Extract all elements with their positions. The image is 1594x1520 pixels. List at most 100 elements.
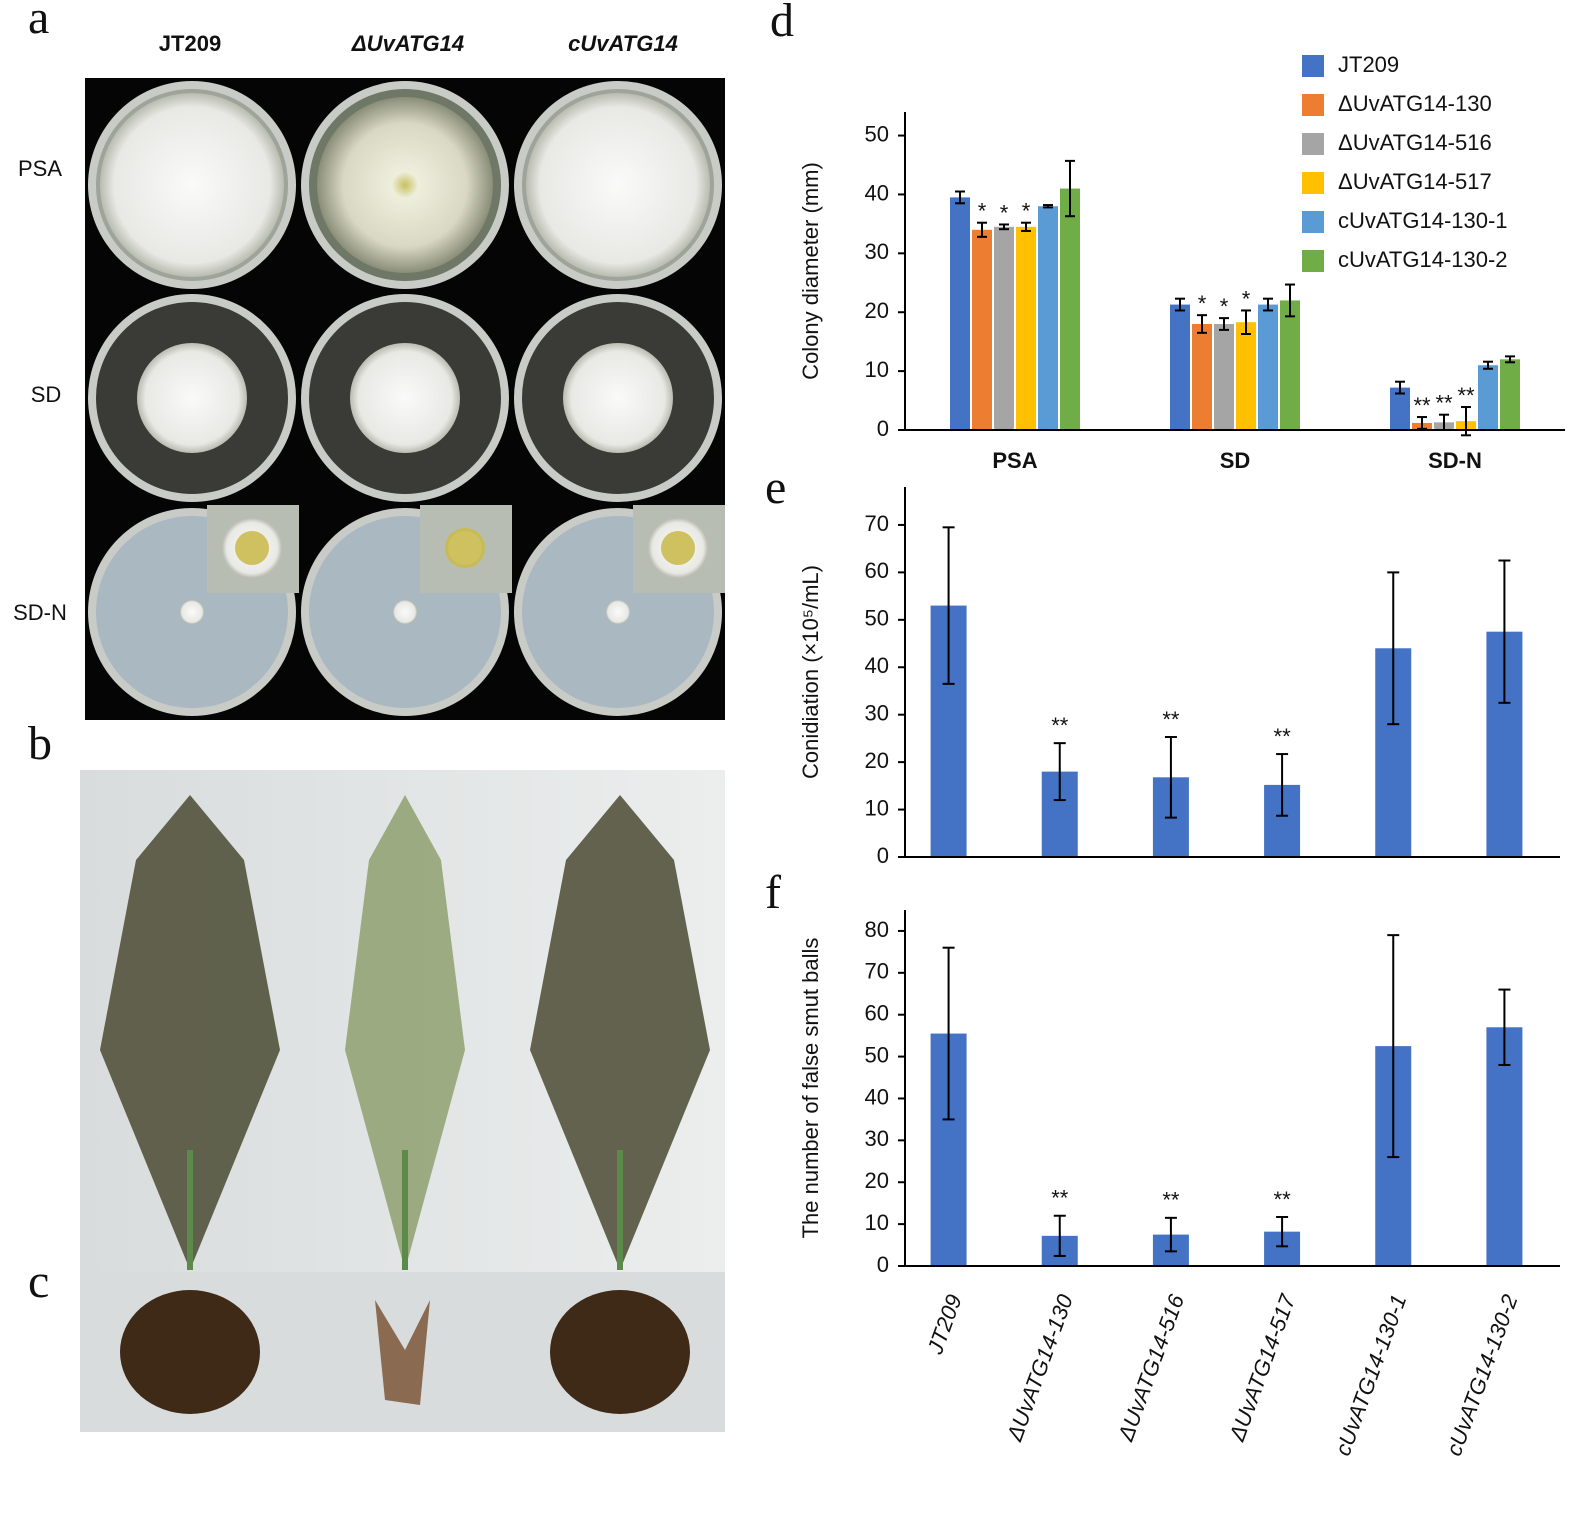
bar	[1038, 206, 1058, 430]
column-label: JT209	[159, 31, 221, 56]
legend-label: ΔUvATG14-516	[1338, 130, 1492, 155]
y-tick-label: 20	[865, 298, 889, 323]
colony	[100, 93, 284, 277]
y-axis-label: Colony diameter (mm)	[798, 162, 823, 380]
y-tick-label: 70	[865, 511, 889, 536]
colony	[235, 531, 269, 565]
significance: *	[1000, 200, 1009, 225]
legend-label: cUvATG14-130-1	[1338, 208, 1508, 233]
bar	[1258, 304, 1278, 430]
x-tick-label: ΔUvATG14-130	[1001, 1290, 1078, 1445]
significance: *	[1220, 294, 1229, 319]
y-tick-label: 20	[865, 1168, 889, 1193]
significance: **	[1457, 383, 1475, 408]
y-tick-label: 20	[865, 748, 889, 773]
colony	[180, 600, 204, 624]
significance: **	[1274, 1187, 1292, 1212]
row-label: SD	[31, 382, 62, 407]
significance: *	[978, 199, 987, 224]
significance: *	[1198, 291, 1207, 316]
y-axis-label: Conidiation (×10⁵/mL)	[798, 565, 823, 779]
legend-label: JT209	[1338, 52, 1399, 77]
y-tick-label: 40	[865, 653, 889, 678]
significance: **	[1051, 713, 1069, 738]
y-axis-label: The number of false smut balls	[798, 938, 823, 1239]
y-tick-label: 80	[865, 917, 889, 942]
y-tick-label: 30	[865, 239, 889, 264]
bar	[1500, 359, 1520, 430]
colony	[350, 343, 460, 453]
panel-label: d	[770, 0, 794, 47]
panicle	[100, 795, 280, 1270]
x-tick-label: PSA	[992, 448, 1037, 473]
x-tick-label: JT209	[922, 1291, 967, 1358]
panicle	[530, 795, 710, 1270]
y-tick-label: 50	[865, 121, 889, 146]
legend-swatch	[1302, 211, 1324, 233]
significance: **	[1051, 1186, 1069, 1211]
colony	[137, 343, 247, 453]
y-tick-label: 50	[865, 1042, 889, 1067]
x-tick-label: cUvATG14-130-1	[1330, 1291, 1411, 1459]
legend-label: ΔUvATG14-517	[1338, 169, 1492, 194]
bar	[1236, 322, 1256, 430]
smut-ball	[375, 1300, 430, 1405]
bar	[972, 229, 992, 430]
colony	[661, 531, 695, 565]
panel-label: e	[765, 461, 786, 514]
bar	[1478, 365, 1498, 430]
row-label: SD-N	[13, 600, 67, 625]
colony	[526, 93, 710, 277]
significance: **	[1162, 1188, 1180, 1213]
legend-swatch	[1302, 250, 1324, 272]
y-tick-label: 30	[865, 701, 889, 726]
y-tick-label: 0	[877, 416, 889, 441]
bar	[1390, 387, 1410, 430]
y-tick-label: 50	[865, 606, 889, 631]
significance: **	[1413, 393, 1431, 418]
panel-label: a	[28, 0, 49, 44]
panel-label: b	[28, 717, 52, 770]
colony	[448, 531, 482, 565]
colony	[606, 600, 630, 624]
photos	[88, 81, 725, 1414]
y-tick-label: 30	[865, 1126, 889, 1151]
x-tick-label: ΔUvATG14-516	[1113, 1290, 1190, 1445]
panicle	[345, 795, 465, 1270]
significance: *	[1022, 199, 1031, 224]
bar	[1280, 300, 1300, 430]
legend-swatch	[1302, 94, 1324, 116]
x-tick-label: SD	[1220, 448, 1251, 473]
bar	[1192, 324, 1212, 430]
y-tick-label: 40	[865, 180, 889, 205]
y-tick-label: 10	[865, 1210, 889, 1235]
smut-ball	[120, 1290, 260, 1414]
y-tick-label: 60	[865, 1001, 889, 1026]
significance: **	[1274, 724, 1292, 749]
y-tick-label: 60	[865, 558, 889, 583]
legend-label: ΔUvATG14-130	[1338, 91, 1492, 116]
bar	[1060, 188, 1080, 430]
bar	[994, 226, 1014, 430]
legend-swatch	[1302, 55, 1324, 77]
y-tick-label: 40	[865, 1084, 889, 1109]
x-tick-label: cUvATG14-130-2	[1441, 1291, 1522, 1459]
x-tick-label: SD-N	[1428, 448, 1482, 473]
bar	[1016, 226, 1036, 430]
significance: *	[1242, 286, 1251, 311]
bar	[950, 197, 970, 430]
legend-swatch	[1302, 172, 1324, 194]
colony	[317, 97, 493, 273]
colony	[563, 343, 673, 453]
column-label: cUvATG14	[568, 31, 678, 56]
panel-label: c	[28, 1255, 49, 1308]
colony	[393, 600, 417, 624]
y-tick-label: 10	[865, 795, 889, 820]
smut-ball	[550, 1290, 690, 1414]
y-tick-label: 0	[877, 843, 889, 868]
y-tick-label: 0	[877, 1252, 889, 1277]
panel-label: f	[765, 866, 781, 919]
y-tick-label: 10	[865, 357, 889, 382]
y-tick-label: 70	[865, 959, 889, 984]
